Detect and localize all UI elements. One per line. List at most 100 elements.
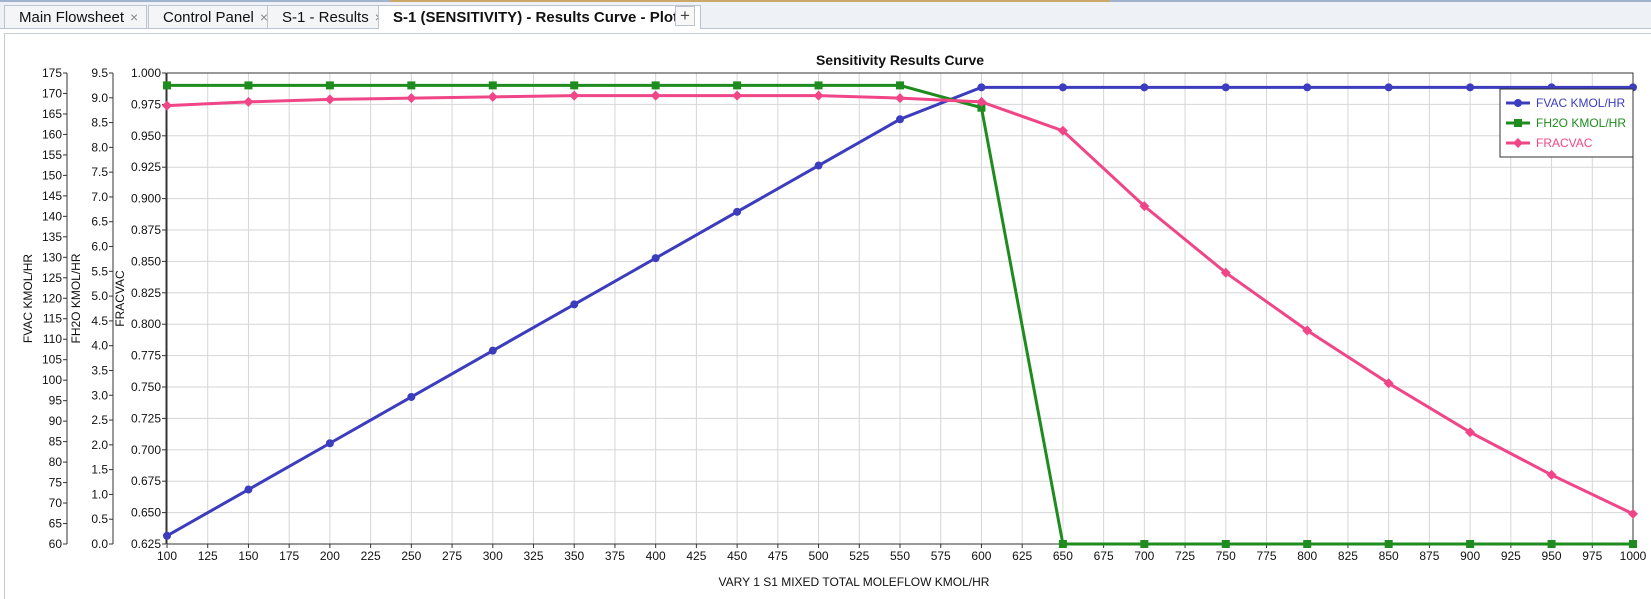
close-icon[interactable]: × (130, 9, 139, 25)
fh2o-series-point (325, 81, 334, 90)
x-tick-label: 700 (1134, 549, 1154, 563)
fh2o-series-point (1221, 540, 1230, 548)
fracvac-series-point (732, 90, 743, 101)
x-tick-label: 1000 (1620, 549, 1647, 563)
y-tick-label: 75 (49, 476, 63, 490)
y-tick-label: 85 (49, 435, 63, 449)
fh2o-series-point (814, 81, 823, 90)
x-tick-label: 975 (1582, 549, 1602, 563)
fracvac-series-point (1220, 267, 1231, 278)
y-tick-label: 0.975 (131, 97, 161, 111)
y-tick-label: 0.750 (131, 380, 161, 394)
fracvac-series-point (650, 90, 661, 101)
fvac-series-point (163, 531, 171, 540)
x-tick-label: 325 (523, 549, 543, 563)
fvac-series-point (1466, 83, 1475, 92)
x-tick-label: 525 (849, 549, 869, 563)
fvac-series-point (407, 392, 416, 401)
y-tick-label: 165 (42, 107, 62, 121)
x-tick-label: 100 (157, 549, 177, 563)
y-tick-label: 155 (42, 148, 62, 162)
x-tick-label: 175 (279, 549, 299, 563)
tab-control-panel[interactable]: Control Panel × (148, 5, 278, 28)
plot-frame (4, 33, 1651, 599)
y-tick-label: 105 (42, 353, 62, 367)
x-tick-label: 225 (361, 549, 381, 563)
fvac-series-point (488, 346, 497, 355)
x-tick-label: 250 (401, 549, 421, 563)
y-tick-label: 0.725 (131, 411, 161, 425)
fvac-series-point (1140, 83, 1149, 92)
y-tick-label: 95 (49, 394, 63, 408)
fracvac-axis-label: FRACVAC (113, 270, 127, 327)
y-tick-label: 9.0 (91, 91, 108, 105)
x-tick-label: 750 (1216, 549, 1236, 563)
x-tick-label: 775 (1256, 549, 1276, 563)
fvac-series-point (977, 83, 986, 92)
legend-marker (1514, 119, 1522, 127)
fh2o-series-point (244, 81, 253, 90)
tab-sensitivity-plot[interactable]: S-1 (SENSITIVITY) - Results Curve - Plot… (378, 5, 702, 29)
fh2o-series-point (1629, 540, 1637, 548)
tab-bar-accent (390, 0, 1110, 2)
fvac-series-point (570, 300, 579, 309)
y-tick-label: 120 (42, 291, 62, 305)
y-tick-label: 145 (42, 189, 62, 203)
y-tick-label: 175 (42, 66, 62, 80)
y-tick-label: 140 (42, 209, 62, 223)
fvac-series-point (651, 254, 660, 263)
y-tick-label: 8.5 (91, 116, 108, 130)
y-tick-label: 8.0 (91, 140, 108, 154)
fvac-series-point (244, 485, 253, 494)
fracvac-series-point (1302, 325, 1313, 336)
tab-label: S-1 - Results (282, 8, 369, 26)
y-tick-label: 0.900 (131, 192, 161, 206)
y-tick-label: 80 (49, 455, 63, 469)
y-tick-label: 4.0 (91, 339, 108, 353)
tab-label: Main Flowsheet (19, 8, 125, 26)
x-tick-label: 300 (483, 549, 503, 563)
plot-border (166, 72, 1634, 545)
fh2o-series-point (896, 81, 904, 90)
add-tab-button[interactable]: + (675, 6, 695, 26)
y-tick-label: 2.5 (91, 413, 108, 427)
tab-s1-results[interactable]: S-1 - Results × (267, 5, 392, 28)
fh2o-series-point (1303, 540, 1312, 548)
x-tick-label: 400 (646, 549, 666, 563)
y-tick-label: 6.0 (91, 240, 108, 254)
fh2o-series-point (1384, 540, 1393, 548)
legend-entry: FH2O KMOL/HR (1536, 116, 1626, 130)
fh2o-series-point (977, 103, 986, 112)
fh2o-series-point (163, 81, 171, 90)
y-tick-label: 0.775 (131, 349, 161, 363)
fracvac-series-point (324, 94, 335, 105)
x-tick-label: 125 (198, 549, 218, 563)
fracvac-series-point (406, 93, 417, 104)
fh2o-series-point (1140, 540, 1149, 548)
x-tick-label: 475 (768, 549, 788, 563)
x-tick-label: 675 (1094, 549, 1114, 563)
y-tick-label: 0.850 (131, 254, 161, 268)
y-tick-label: 70 (49, 496, 63, 510)
y-tick-label: 5.5 (91, 264, 108, 278)
fvac-series-point (1221, 83, 1230, 92)
fvac-series-point (733, 207, 742, 216)
x-axis-label: VARY 1 S1 MIXED TOTAL MOLEFLOW KMOL/HR (719, 575, 990, 589)
tab-bar-top-line (0, 0, 1651, 2)
x-tick-label: 500 (809, 549, 829, 563)
x-tick-label: 950 (1542, 549, 1562, 563)
y-tick-label: 0.675 (131, 474, 161, 488)
chart-title: Sensitivity Results Curve (816, 52, 984, 68)
close-icon[interactable]: × (259, 9, 269, 25)
fh2o-series-point (651, 81, 660, 90)
fracvac-series-point (1057, 125, 1068, 136)
x-tick-label: 925 (1501, 549, 1521, 563)
y-tick-label: 130 (42, 250, 62, 264)
y-tick-label: 3.5 (91, 363, 108, 377)
y-tick-label: 0.0 (91, 537, 108, 551)
tab-main-flowsheet[interactable]: Main Flowsheet × (4, 5, 148, 28)
y-tick-label: 6.5 (91, 215, 108, 229)
x-tick-label: 450 (727, 549, 747, 563)
x-tick-label: 550 (890, 549, 910, 563)
